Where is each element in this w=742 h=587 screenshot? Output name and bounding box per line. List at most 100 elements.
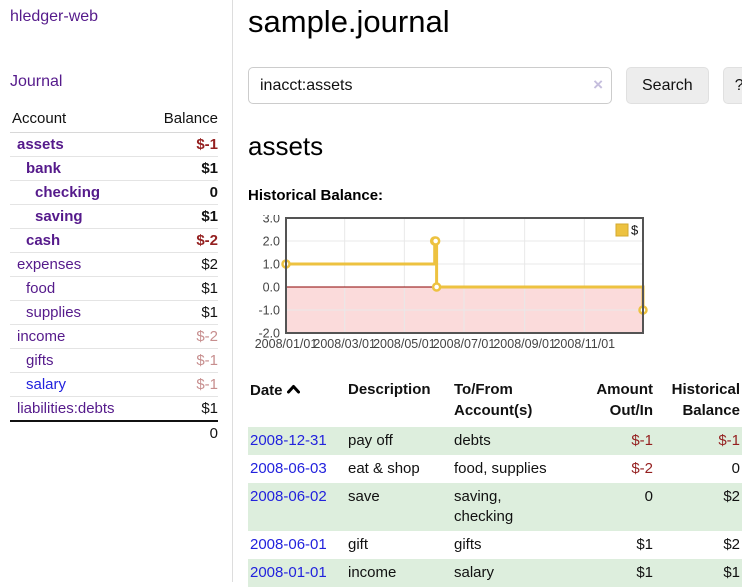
y-axis-tick-label: -1.0 (258, 304, 280, 318)
data-point-marker (431, 282, 442, 292)
transaction-balance-cell: $-1 (655, 427, 742, 455)
account-name-cell: saving (10, 204, 146, 229)
transaction-date-cell: 2008-12-31 (248, 427, 346, 455)
transaction-accounts-cell: debts (452, 427, 558, 455)
account-name-cell: expenses (10, 252, 146, 277)
account-balance: $2 (145, 252, 218, 277)
x-axis-tick-label: 2008/09/01 (493, 337, 556, 351)
search-button[interactable]: Search (626, 67, 709, 104)
account-row-liabilities-debts: liabilities:debts $1 (10, 396, 218, 422)
transaction-accounts-cell: saving, checking (452, 483, 558, 531)
transaction-accounts-cell: salary (452, 559, 558, 587)
account-balance: $-1 (145, 372, 218, 397)
account-link-income[interactable]: income (17, 328, 66, 345)
transaction-row: 2008-12-31 pay off debts $-1 $-1 (248, 427, 742, 455)
account-link-saving[interactable]: saving (35, 208, 83, 225)
account-link-food[interactable]: food (26, 280, 56, 297)
account-link-cash[interactable]: cash (26, 232, 61, 249)
account-link-supplies[interactable]: supplies (26, 304, 82, 321)
account-link-liabilities-debts[interactable]: liabilities:debts (17, 400, 115, 417)
search-form: × Search ? (248, 67, 742, 104)
account-link-expenses[interactable]: expenses (17, 256, 82, 273)
account-balance: $1 (145, 156, 218, 181)
transaction-amount-cell: $-2 (631, 460, 653, 477)
sidebar: hledger-web Journal Account Balance asse… (0, 0, 233, 582)
account-name-cell: checking (10, 180, 146, 205)
account-link-salary[interactable]: salary (26, 376, 67, 393)
transaction-date-cell: 2008-01-01 (248, 559, 346, 587)
account-link-gifts[interactable]: gifts (26, 352, 54, 369)
account-name-cell: cash (10, 228, 146, 253)
account-name-cell: salary (10, 372, 146, 397)
accounts-header-balance: Balance (145, 107, 218, 133)
clear-search-icon[interactable]: × (593, 75, 603, 94)
account-name-cell: income (10, 324, 146, 349)
account-heading: assets (248, 131, 324, 161)
account-row-bank: bank $1 (10, 156, 218, 181)
account-name-cell: assets (10, 132, 146, 157)
chart-canvas: 3.0 2.0 1.0 0.0 -1.0 -2.02008/01/012008/03/01… (255, 215, 648, 351)
x-axis-tick-label: 2008/01/01 (255, 337, 318, 351)
transaction-description-cell: gift (348, 536, 369, 553)
transaction-date-link[interactable]: 2008-12-31 (250, 432, 327, 449)
account-balance: $-2 (145, 228, 218, 253)
account-row-saving: saving $1 (10, 204, 218, 229)
transaction-row: 2008-01-01 income salary $1 $1 (248, 559, 742, 587)
account-row-assets: assets $-1 (10, 132, 218, 157)
transaction-balance-cell: $1 (655, 559, 742, 587)
x-axis-tick-label: 2008/07/01 (433, 337, 496, 351)
search-input-wrap: × (248, 67, 612, 104)
account-row-supplies: supplies $1 (10, 300, 218, 325)
transaction-balance-cell: $2 (655, 483, 742, 531)
y-axis-tick-label: 3.0 (263, 215, 280, 226)
account-balance: 0 (145, 180, 218, 205)
account-row-food: food $1 (10, 276, 218, 301)
account-link-checking[interactable]: checking (35, 184, 101, 201)
account-row-gifts: gifts $-1 (10, 348, 218, 373)
column-header-amount[interactable]: Amount Out/In (596, 381, 653, 419)
transaction-date-cell: 2008-06-01 (248, 531, 346, 559)
account-row-salary: salary $-1 (10, 372, 218, 397)
accounts-header-account: Account (10, 107, 146, 133)
historical-balance-chart: 3.0 2.0 1.0 0.0 -1.0 -2.0 2008/01/01 2008/03/01… (248, 215, 648, 355)
column-header-date[interactable]: Date (248, 377, 346, 427)
transaction-date-link[interactable]: 2008-06-01 (250, 536, 327, 553)
chart-title: Historical Balance: (248, 187, 384, 204)
main-content: sample.journal × Search ? assets Histori… (233, 0, 742, 587)
account-link-assets[interactable]: assets (17, 136, 64, 153)
transaction-date-link[interactable]: 2008-01-01 (250, 564, 327, 581)
transaction-balance-cell: $2 (723, 536, 740, 553)
account-row-expenses: expenses $2 (10, 252, 218, 277)
accounts-table: Account Balance assets $-1 bank $1 checking 0… (10, 107, 218, 445)
transaction-accounts-cell: food, supplies (454, 460, 547, 477)
transaction-row: 2008-06-03 eat & shop food, supplies $-2 0 (248, 455, 742, 483)
account-name-cell: bank (10, 156, 146, 181)
transaction-date-cell: 2008-06-02 (248, 483, 346, 531)
transaction-date-link[interactable]: 2008-06-03 (250, 460, 327, 477)
column-header-description[interactable]: Description (348, 381, 431, 398)
transaction-amount-cell: $1 (636, 536, 653, 553)
search-input[interactable] (248, 67, 612, 104)
legend-swatch (615, 223, 629, 237)
transaction-amount-cell: $1 (558, 559, 655, 587)
account-name-cell: food (10, 276, 146, 301)
app-title-link[interactable]: hledger-web (10, 8, 99, 25)
y-axis-tick-label: 1.0 (263, 258, 280, 272)
transaction-date-link[interactable]: 2008-06-02 (250, 488, 327, 505)
sidebar-item-journal[interactable]: Journal (10, 73, 63, 90)
transaction-amount-cell: 0 (558, 483, 655, 531)
column-header-accounts[interactable]: To/From Account(s) (454, 381, 533, 419)
transaction-row: 2008-06-01 gift gifts $1 $2 (248, 531, 742, 559)
account-row-income: income $-2 (10, 324, 218, 349)
x-axis-tick-label: 2008/11/01 (553, 337, 615, 351)
accounts-total-row: 0 (10, 420, 218, 445)
y-axis-tick-label: 2.0 (263, 235, 280, 249)
x-axis-tick-label: 2008/05/01 (373, 337, 436, 351)
column-header-balance[interactable]: Historical Balance (671, 381, 740, 419)
help-button[interactable]: ? (722, 67, 742, 104)
transaction-accounts-cell: gifts (454, 536, 482, 553)
data-point-marker (430, 236, 441, 246)
sort-ascending-icon (286, 379, 300, 400)
account-link-bank[interactable]: bank (26, 160, 62, 177)
account-name-cell: gifts (10, 348, 146, 373)
